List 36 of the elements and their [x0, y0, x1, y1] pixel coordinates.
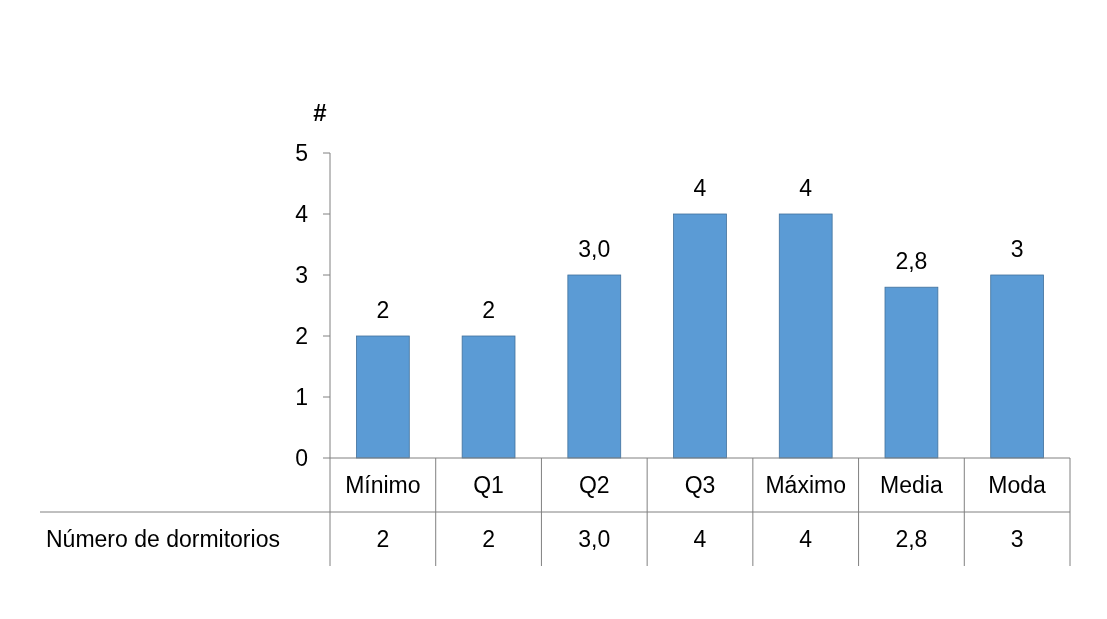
y-tick-label: 5: [295, 140, 308, 167]
x-tick-label: Media: [880, 472, 943, 499]
bar: [567, 274, 622, 459]
bar: [884, 286, 939, 459]
y-tick-label: 2: [295, 323, 308, 350]
bar: [356, 335, 410, 459]
data-label: 3: [1010, 526, 1024, 553]
y-axis-title: #: [313, 99, 327, 126]
data-label: 2,8: [895, 526, 928, 553]
text: 2,8: [895, 248, 928, 275]
y-tick-label: 1: [295, 384, 308, 411]
text: 3,0: [578, 236, 611, 262]
text: 4: [693, 175, 707, 201]
text: 3: [1010, 236, 1024, 262]
text: 4: [799, 175, 813, 201]
y-tick-label: 3: [295, 262, 308, 289]
data-label: 4: [799, 526, 813, 553]
x-tick-label: Q2: [578, 472, 610, 499]
text: Número de dormitorios: [46, 526, 280, 553]
y-tick-label: 4: [295, 201, 309, 228]
data-label: 3,0: [578, 526, 611, 553]
bar: [673, 213, 727, 459]
bar: [990, 274, 1044, 459]
text: 2: [376, 297, 390, 323]
x-tick-label: Moda: [988, 472, 1047, 499]
x-tick-label: Mínimo: [345, 472, 421, 499]
y-tick-label: 0: [295, 445, 308, 472]
x-tick-label: Q1: [473, 472, 504, 499]
x-tick-label: Máximo: [765, 472, 846, 499]
bar: [778, 213, 833, 459]
data-label: 4: [693, 526, 707, 553]
text: 2: [482, 297, 495, 323]
bar: [461, 335, 516, 459]
data-label: 2: [482, 526, 495, 553]
data-label: 2: [376, 526, 390, 553]
x-tick-label: Q3: [684, 472, 716, 499]
